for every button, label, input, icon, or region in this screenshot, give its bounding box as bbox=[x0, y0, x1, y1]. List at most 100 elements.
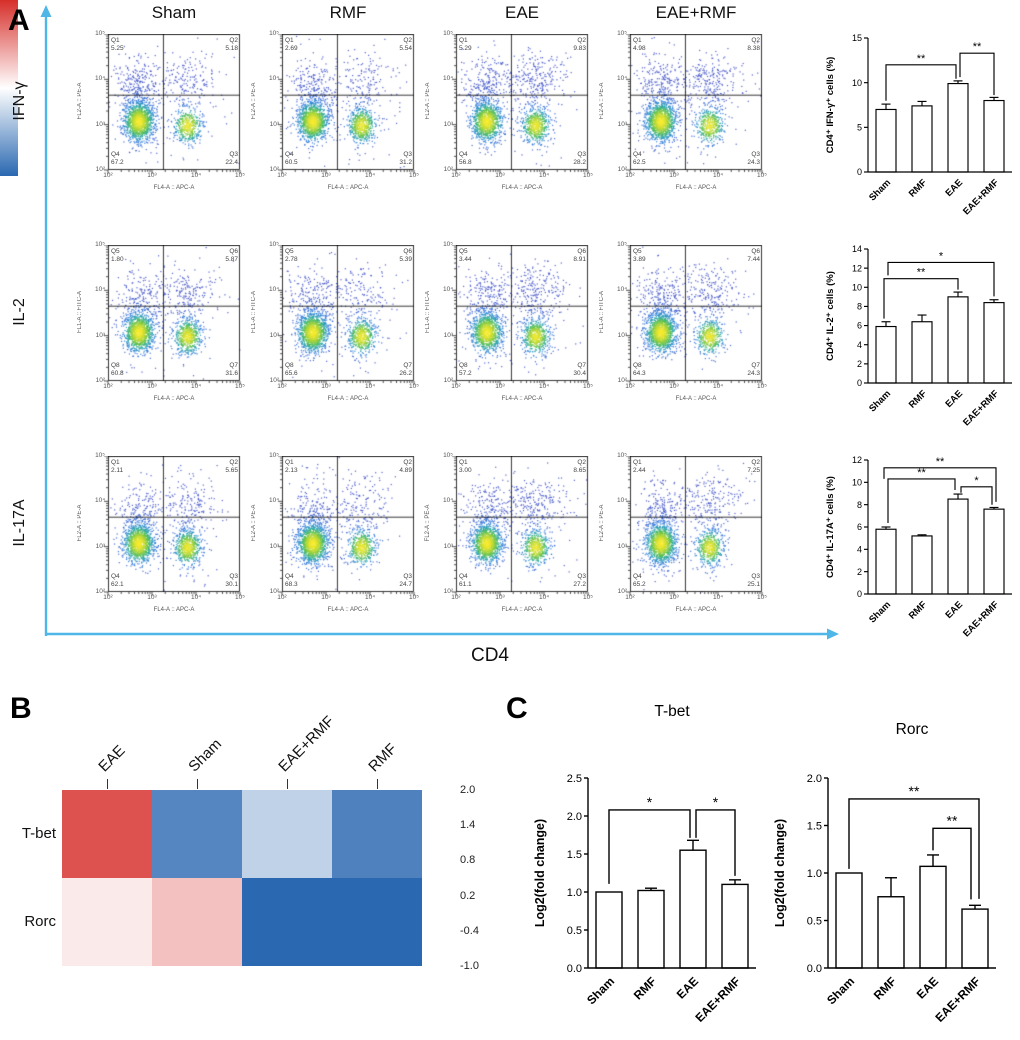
chart-title: T-bet bbox=[654, 703, 690, 720]
quadrant-label-Q3: Q3 24.3 bbox=[747, 151, 760, 166]
y-tick-label: 2.5 bbox=[567, 773, 582, 785]
quadrant-name: Q6 bbox=[751, 248, 760, 255]
cd4-axis-label: CD4 bbox=[470, 645, 509, 666]
flow-density-scatter bbox=[450, 34, 594, 180]
x-tick-label: 10³ bbox=[495, 594, 505, 601]
y-tick-label: 10³ bbox=[269, 331, 279, 339]
flow-density-scatter bbox=[624, 34, 768, 180]
y-tick-label: 10⁴ bbox=[268, 286, 279, 294]
flow-y-axis-label: FL1-A :: FITC-A bbox=[77, 291, 83, 334]
significance-bracket bbox=[883, 278, 959, 319]
quadrant-label-Q2: Q2 8.65 bbox=[573, 459, 586, 474]
flow-y-axis-label: FL1-A :: FITC-A bbox=[599, 291, 605, 334]
flow-density-scatter bbox=[450, 245, 594, 391]
bar-EAE+RMF bbox=[721, 883, 749, 969]
x-tick-label: 10² bbox=[277, 383, 287, 390]
quadrant-value: 2.13 bbox=[285, 466, 298, 474]
quadrant-value: 27.2 bbox=[573, 580, 586, 588]
quadrant-value: 31.2 bbox=[399, 158, 412, 166]
y-tick-label: 10⁴ bbox=[616, 497, 627, 505]
heatmap-column-label-Sham: Sham bbox=[185, 735, 226, 776]
flow-y-axis-label: FL2-A :: PE-A bbox=[251, 504, 257, 542]
x-tick-label: 10² bbox=[625, 594, 635, 601]
x-tick-label: 10² bbox=[103, 383, 113, 390]
x-tick-label: 10⁴ bbox=[538, 172, 550, 179]
flow-y-axis-label: FL2-A :: PE-A bbox=[425, 504, 431, 542]
tf-heatmap: T-bet Rorc EAE Sham EAE+RMF RMF 2.0 1.4 0.8 0.2 -0… bbox=[0, 0, 1020, 972]
y-tick-label: 4 bbox=[857, 340, 862, 350]
y-tick-label: 10² bbox=[95, 377, 105, 384]
heatmap-row-label-T-bet: T-bet bbox=[21, 825, 56, 842]
significance-bracket bbox=[887, 478, 956, 523]
quadrant-label-Q6: Q6 8.91 bbox=[573, 248, 586, 263]
quadrant-label-Q8: Q8 57.2 bbox=[459, 362, 472, 377]
quadrant-label-Q4: Q4 56.8 bbox=[459, 151, 472, 166]
quadrant-value: 5.65 bbox=[225, 466, 238, 474]
panel-b-label: B bbox=[10, 692, 32, 725]
quadrant-name: Q1 bbox=[633, 459, 642, 466]
bar-EAE+RMF bbox=[983, 99, 1005, 173]
quadrant-label-Q2: Q2 4.89 bbox=[399, 459, 412, 474]
y-tick-label: 2 bbox=[857, 567, 862, 577]
flow-x-axis-label: FL4-A :: APC-A bbox=[501, 607, 543, 613]
chart-title: Rorc bbox=[896, 721, 929, 738]
y-tick-label: 10⁵ bbox=[443, 30, 453, 37]
x-tick-label: 10³ bbox=[669, 172, 679, 179]
category-label-EAE+RMF: EAE+RMF bbox=[932, 974, 983, 1025]
x-tick-label: 10⁵ bbox=[235, 383, 245, 390]
heatmap-cell-Rorc-Sham bbox=[152, 878, 242, 966]
quadrant-label-Q1: Q1 5.25 bbox=[111, 37, 124, 52]
quadrant-name: Q4 bbox=[633, 151, 642, 158]
quadrant-value: 2.78 bbox=[285, 255, 298, 263]
quadrant-value: 5.18 bbox=[225, 44, 238, 52]
y-tick-label: 10⁵ bbox=[95, 241, 105, 248]
y-tick-label: 10⁵ bbox=[95, 452, 105, 459]
category-label-RMF: RMF bbox=[631, 974, 659, 1002]
heatmap-column-tick bbox=[197, 779, 198, 789]
x-tick-label: 10³ bbox=[669, 594, 679, 601]
quadrant-value: 8.91 bbox=[573, 255, 586, 263]
y-tick-label: 10⁵ bbox=[95, 30, 105, 37]
y-tick-label: 10² bbox=[95, 588, 105, 595]
flow-x-axis-label: FL4-A :: APC-A bbox=[327, 396, 369, 402]
category-label-EAE+RMF: EAE+RMF bbox=[961, 388, 1001, 428]
y-tick-label: 10² bbox=[443, 377, 453, 384]
x-tick-label: 10⁵ bbox=[583, 172, 593, 179]
y-tick-label: 10⁵ bbox=[617, 241, 627, 248]
flow-density-scatter bbox=[102, 245, 246, 391]
row-label-IL-2: IL-2 bbox=[11, 298, 28, 326]
heatmap-column-label-RMF: RMF bbox=[365, 740, 401, 776]
quadrant-label-Q7: Q7 26.2 bbox=[399, 362, 412, 377]
y-axis-label: CD4⁺ IFN-γ⁺ cells (%) bbox=[825, 57, 836, 154]
bar-RMF bbox=[911, 105, 933, 173]
significance-bracket bbox=[695, 809, 736, 876]
y-tick-label: 14 bbox=[852, 244, 862, 254]
category-label-RMF: RMF bbox=[871, 974, 899, 1002]
y-tick-label: 0.0 bbox=[807, 963, 822, 975]
quadrant-label-Q2: Q2 9.83 bbox=[573, 37, 586, 52]
x-tick-label: 10⁴ bbox=[712, 172, 724, 179]
y-tick-label: 10 bbox=[852, 282, 862, 292]
colorbar-tick-label: 0.8 bbox=[460, 854, 476, 867]
quadrant-value: 5.25 bbox=[111, 44, 124, 52]
quadrant-name: Q5 bbox=[285, 248, 294, 255]
y-tick-label: 10⁴ bbox=[616, 286, 627, 294]
quadrant-label-Q3: Q3 31.2 bbox=[399, 151, 412, 166]
y-tick-label: 2 bbox=[857, 359, 862, 369]
flow-plot-IL-17A-Sham: Q1 2.11 Q2 5.65 Q4 62.1 Q3 30.1 10² 10² 10³ 10³ 10⁴ 1… bbox=[77, 452, 248, 652]
y-tick-label: 10² bbox=[269, 588, 279, 595]
quadrant-label-Q6: Q6 5.39 bbox=[399, 248, 412, 263]
quadrant-label-Q2: Q2 8.38 bbox=[747, 37, 760, 52]
heatmap-column-label-EAE+RMF: EAE+RMF bbox=[275, 712, 338, 776]
bar-EAE+RMF bbox=[983, 302, 1005, 384]
significance-bracket bbox=[848, 798, 980, 899]
category-label-EAE+RMF: EAE+RMF bbox=[961, 599, 1001, 639]
y-tick-label: 1.5 bbox=[567, 849, 582, 861]
flow-x-axis-label: FL4-A :: APC-A bbox=[501, 396, 543, 402]
category-label-RMF: RMF bbox=[907, 177, 929, 199]
y-tick-label: 10² bbox=[269, 166, 279, 173]
quadrant-label-Q3: Q3 30.1 bbox=[225, 573, 238, 588]
y-tick-label: 12 bbox=[852, 455, 862, 465]
